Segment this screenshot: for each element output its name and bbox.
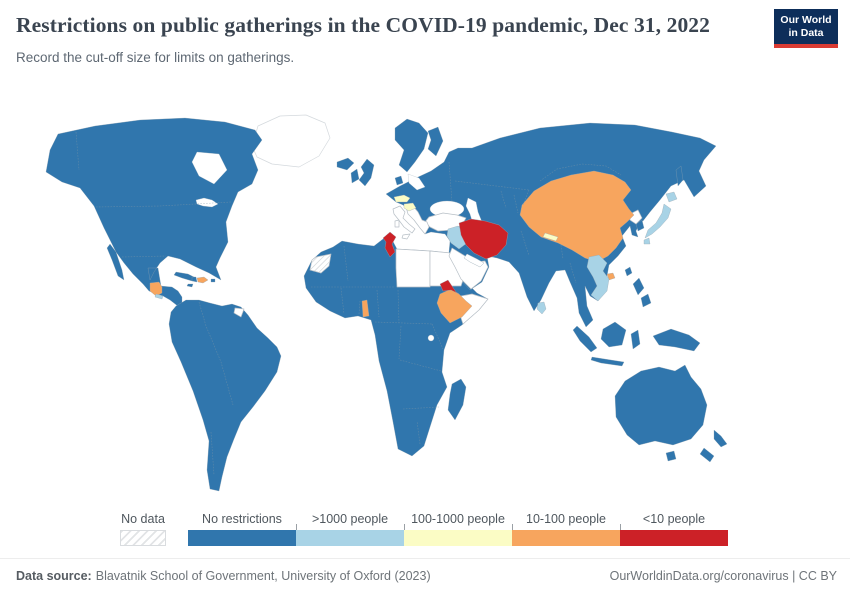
legend-swatch-100-1000[interactable] — [404, 530, 512, 546]
great-lakes — [195, 197, 219, 208]
footer-credit-link[interactable]: OurWorldinData.org/coronavirus | CC BY — [609, 569, 837, 583]
map-legend: No data No restrictions >1000 people 100… — [120, 512, 728, 546]
country-australia[interactable] — [614, 364, 708, 446]
island-new-guinea[interactable] — [652, 328, 701, 352]
legend-bar: No restrictions >1000 people 100-1000 pe… — [188, 512, 728, 546]
island-borneo[interactable] — [600, 321, 627, 348]
owid-logo-line2: in Data — [788, 27, 824, 39]
country-greenland[interactable] — [251, 114, 331, 168]
region-balkans-greece[interactable] — [405, 205, 430, 235]
country-togo[interactable] — [361, 299, 370, 318]
country-eritrea[interactable] — [439, 279, 460, 295]
chart-footer: Data source: Blavatnik School of Governme… — [0, 558, 850, 583]
country-french-guiana[interactable] — [233, 307, 245, 318]
country-finland[interactable] — [427, 126, 444, 157]
country-puerto-rico[interactable] — [210, 278, 216, 283]
country-guatemala[interactable] — [149, 281, 163, 297]
baltic-sea — [407, 173, 426, 191]
country-western-sahara[interactable] — [309, 253, 332, 274]
country-croatia[interactable] — [403, 202, 417, 212]
country-dominican-republic[interactable] — [196, 276, 209, 284]
footer-source-text: Blavatnik School of Government, Universi… — [95, 569, 431, 583]
island-sumatra[interactable] — [572, 325, 598, 353]
legend-segment-100-1000[interactable]: 100-1000 people — [403, 512, 512, 546]
owid-logo[interactable]: Our World in Data — [774, 9, 838, 48]
legend-no-data-swatch[interactable] — [120, 530, 166, 546]
country-madagascar[interactable] — [447, 378, 467, 421]
region-south-america[interactable] — [168, 299, 282, 492]
page-title: Restrictions on public gatherings in the… — [16, 13, 711, 37]
country-taiwan[interactable] — [624, 266, 633, 277]
legend-no-data-label: No data — [121, 512, 165, 526]
legend-segment-lt-10[interactable]: <10 people — [619, 512, 728, 546]
country-tunisia[interactable] — [382, 231, 397, 258]
country-italy[interactable] — [392, 205, 416, 240]
world-map — [45, 114, 728, 492]
country-borders — [75, 131, 622, 476]
country-haiti[interactable] — [191, 276, 198, 283]
region-uk-ireland[interactable] — [350, 158, 375, 187]
footer-source: Data source: Blavatnik School of Governme… — [16, 569, 431, 583]
owid-logo-accent-bar — [774, 44, 838, 48]
country-iceland[interactable] — [336, 157, 355, 171]
country-el-salvador[interactable] — [154, 293, 164, 300]
persian-gulf — [463, 253, 485, 268]
country-iran[interactable] — [458, 218, 509, 260]
legend-swatch-10-100[interactable] — [512, 530, 620, 546]
legend-swatch-no-restrictions[interactable] — [188, 530, 296, 546]
country-denmark[interactable] — [394, 175, 404, 186]
lake-victoria — [427, 334, 435, 342]
page-subtitle: Record the cut-off size for limits on ga… — [16, 49, 295, 65]
legend-segment-no-restrictions[interactable]: No restrictions — [188, 512, 296, 546]
legend-segment-10-100[interactable]: 10-100 people — [511, 512, 620, 546]
country-jamaica[interactable] — [186, 283, 194, 288]
owid-logo-line1: Our World — [780, 14, 832, 26]
region-baja-california[interactable] — [106, 243, 125, 281]
legend-swatch-lt-10[interactable] — [620, 530, 728, 546]
region-scandinavia[interactable] — [394, 118, 429, 173]
region-sakhalin[interactable] — [675, 165, 684, 187]
country-austria[interactable] — [393, 194, 411, 203]
owid-logo-text: Our World in Data — [774, 9, 838, 44]
country-philippines[interactable] — [632, 277, 652, 308]
country-sri-lanka[interactable] — [536, 301, 547, 315]
legend-segment-gt-1000[interactable]: >1000 people — [295, 512, 404, 546]
hudson-bay — [191, 151, 228, 185]
footer-source-label: Data source: — [16, 569, 92, 583]
chart-header: Restrictions on public gatherings in the… — [16, 10, 736, 65]
legend-swatch-gt-1000[interactable] — [296, 530, 404, 546]
region-indochina-vietnam-laos[interactable] — [586, 254, 610, 302]
island-tasmania[interactable] — [665, 450, 677, 462]
country-nepal[interactable] — [542, 232, 559, 242]
country-japan[interactable] — [643, 191, 678, 245]
country-new-zealand[interactable] — [699, 429, 728, 463]
island-java[interactable] — [590, 356, 625, 367]
legend-no-data[interactable]: No data — [120, 512, 166, 546]
country-south-korea[interactable] — [635, 219, 645, 232]
country-libya[interactable] — [395, 248, 431, 288]
island-sulawesi[interactable] — [630, 329, 641, 350]
